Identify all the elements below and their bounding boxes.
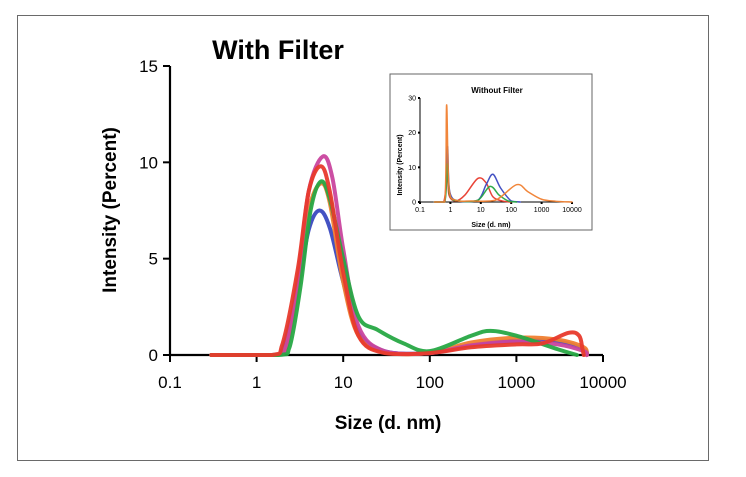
x-tick-label: 10 [477,207,485,214]
inset-axis-ticks: 0.1 1 10 100 1000 10000 0 10 20 30 [408,96,582,215]
x-tick-label: 10000 [562,207,582,214]
x-axis-label: Size (d. nm) [335,413,442,434]
y-tick-label: 0 [412,200,416,207]
chart-title: With Filter [212,35,344,65]
x-tick-label: 10000 [579,373,626,392]
x-tick-label: 10 [334,373,353,392]
inset-series-group [433,104,573,203]
x-tick-label: 0.1 [415,207,425,214]
x-tick-label: 0.1 [158,373,182,392]
main-series-group [209,154,589,358]
y-tick-label: 5 [149,250,158,269]
series-line-1 [209,208,589,357]
inset-x-axis-label: Size (d. nm) [471,222,510,229]
inset-frame [389,73,593,231]
y-tick-label: 30 [408,96,416,103]
y-axis-label: Intensity (Percent) [100,127,121,293]
x-tick-label: 100 [416,373,444,392]
y-tick-label: 10 [408,165,416,172]
x-tick-label: 1 [448,207,452,214]
series-line-5 [209,164,586,357]
inset-chart: Without Filter Size (d. nm) Intensity (P… [389,73,593,231]
y-tick-label: 20 [408,130,416,137]
figure-frame [17,15,709,461]
series-line-4 [433,104,573,203]
inset-title: Without Filter [471,86,522,95]
y-tick-label: 10 [139,153,158,172]
x-tick-label: 1000 [534,207,550,214]
x-tick-label: 100 [505,207,517,214]
inset-y-axis-label: Intensity (Percent) [397,134,404,195]
series-line-4 [209,179,579,358]
x-tick-label: 1 [252,373,261,392]
x-tick-label: 1000 [497,373,535,392]
y-tick-label: 15 [139,57,158,76]
y-tick-label: 0 [149,346,158,365]
